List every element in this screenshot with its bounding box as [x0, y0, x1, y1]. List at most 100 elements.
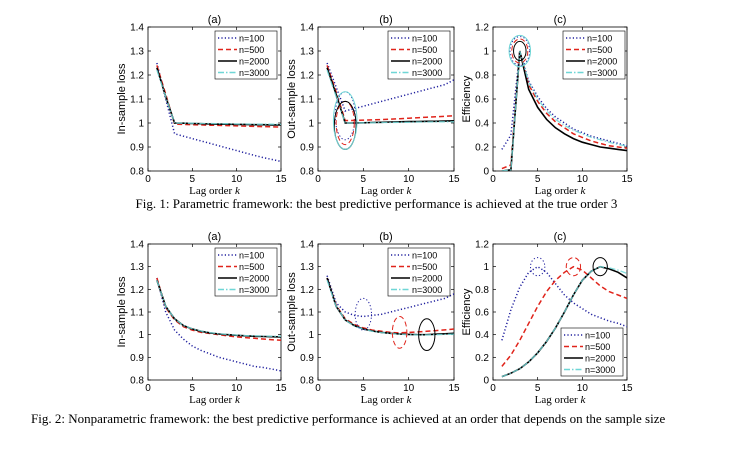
y-tick-label: 1.2	[130, 71, 144, 82]
highlight-ellipse	[508, 34, 532, 68]
y-tick-label: 0.8	[130, 376, 144, 387]
series-line-n=3000	[501, 50, 627, 171]
y-tick-label: 0.8	[300, 376, 314, 387]
panel-title: (a)	[208, 231, 221, 243]
y-tick-label: 0.8	[300, 167, 314, 178]
y-axis-label: In-sample loss	[116, 276, 128, 347]
y-tick-label: 1	[308, 330, 314, 341]
highlight-ellipse	[511, 38, 529, 64]
series-line-n=2000	[501, 50, 627, 171]
series-line-n=100	[326, 62, 454, 112]
x-tick-label: 15	[621, 383, 633, 394]
legend-label: n=500	[587, 45, 612, 55]
fig2-panel-1: 0 5 10 15 0.8 0.9 1 1.1 1.2 1.3 1.4 (a) Lag order k I…	[116, 231, 287, 406]
x-tick-label: 0	[145, 174, 151, 185]
x-tick-label: 15	[448, 383, 460, 394]
fig2-panel-2: 0 5 10 15 0.8 0.9 1 1.1 1.2 1.3 1.4 (b) Lag order k O…	[286, 231, 460, 406]
legend-label: n=2000	[585, 353, 615, 363]
panel-title: (b)	[379, 14, 392, 26]
plot-area	[156, 277, 281, 372]
plot-area	[501, 257, 627, 378]
figure-1-caption: Fig. 1: Parametric framework: the best p…	[135, 196, 618, 211]
series-line-n=3000	[501, 266, 627, 378]
y-axis-label: Out-sample loss	[286, 59, 298, 139]
y-tick-label: 1.1	[300, 308, 314, 319]
y-tick-label: 0.4	[475, 330, 489, 341]
y-tick-label: 1.4	[130, 23, 144, 34]
y-axis-label: Out-sample loss	[286, 272, 298, 352]
highlight-ellipse	[332, 91, 358, 150]
y-tick-label: 1.2	[300, 71, 314, 82]
legend-label: n=2000	[239, 56, 269, 66]
series-line-n=3000	[156, 280, 281, 337]
y-tick-label: 1.3	[300, 47, 314, 58]
y-tick-label: 0.6	[475, 95, 489, 106]
legend-box	[560, 327, 624, 377]
legend-label: n=100	[412, 33, 437, 43]
fig1-panel-3: 0 5 10 15 0 0.2 0.4 0.6 0.8 1 1.2 (c) Lag order k Eff…	[461, 14, 633, 197]
x-tick-label: 5	[361, 383, 367, 394]
x-axis-label: Lag order k	[535, 185, 587, 197]
legend-label: n=3000	[412, 285, 442, 295]
highlight-ellipse	[513, 40, 527, 62]
y-tick-label: 1	[308, 119, 314, 130]
legend-box	[214, 30, 278, 80]
highlight-ellipse	[509, 36, 531, 66]
panel-title: (c)	[554, 14, 567, 26]
legend-label: n=500	[412, 45, 437, 55]
y-tick-label: 1.2	[300, 285, 314, 296]
y-tick-label: 0.9	[130, 143, 144, 154]
legend-label: n=500	[412, 262, 437, 272]
y-tick-label: 1.2	[475, 240, 489, 251]
legend-label: n=100	[239, 33, 264, 43]
series-line-n=500	[156, 65, 281, 128]
legend-label: n=3000	[585, 365, 615, 375]
y-tick-label: 1.4	[130, 240, 144, 251]
x-tick-label: 0	[490, 383, 496, 394]
y-tick-label: 0.2	[475, 143, 489, 154]
legend-label: n=100	[412, 250, 437, 260]
x-tick-label: 10	[403, 174, 415, 185]
highlight-ellipse	[354, 297, 372, 331]
x-axis-label: Lag order k	[361, 185, 413, 197]
x-axis-label: Lag order k	[189, 394, 241, 406]
x-tick-label: 5	[190, 383, 196, 394]
x-tick-label: 0	[145, 383, 151, 394]
y-tick-label: 1.2	[475, 23, 489, 34]
y-tick-label: 0.8	[475, 285, 489, 296]
highlight-ellipse	[592, 257, 608, 277]
x-tick-label: 10	[403, 383, 415, 394]
legend-label: n=2000	[412, 273, 442, 283]
legend-box	[214, 247, 278, 297]
legend-label: n=3000	[239, 285, 269, 295]
y-axis-label: Efficiency	[461, 75, 473, 122]
series-line-n=500	[326, 65, 454, 122]
legend-box	[562, 30, 626, 80]
y-tick-label: 1.3	[130, 262, 144, 273]
x-tick-label: 15	[275, 383, 287, 394]
legend-label: n=3000	[412, 68, 442, 78]
y-tick-label: 1.2	[130, 285, 144, 296]
x-axis-label: Lag order k	[189, 185, 241, 197]
series-line-n=100	[326, 275, 454, 318]
y-tick-label: 1	[483, 262, 489, 273]
plot-area	[156, 62, 281, 163]
y-tick-label: 1.1	[300, 95, 314, 106]
x-tick-label: 0	[490, 174, 496, 185]
fig2-panel-3: 0 5 10 15 0 0.2 0.4 0.6 0.8 1 1.2 (c) Lag order k Eff…	[461, 231, 633, 406]
plot-area	[326, 62, 454, 150]
x-tick-label: 15	[275, 174, 287, 185]
series-line-n=100	[501, 265, 627, 341]
plot-area	[326, 275, 454, 352]
fig1-panel-1: 0 5 10 15 0.8 0.9 1 1.1 1.2 1.3 1.4 (a) Lag order k I…	[116, 14, 287, 197]
series-line-n=3000	[326, 280, 454, 336]
legend-label: n=500	[585, 342, 610, 352]
plot-area	[501, 34, 627, 171]
x-tick-label: 10	[231, 174, 243, 185]
y-tick-label: 1.1	[130, 95, 144, 106]
panel-title: (b)	[379, 231, 392, 243]
legend-label: n=2000	[239, 273, 269, 283]
y-tick-label: 1.4	[300, 240, 314, 251]
